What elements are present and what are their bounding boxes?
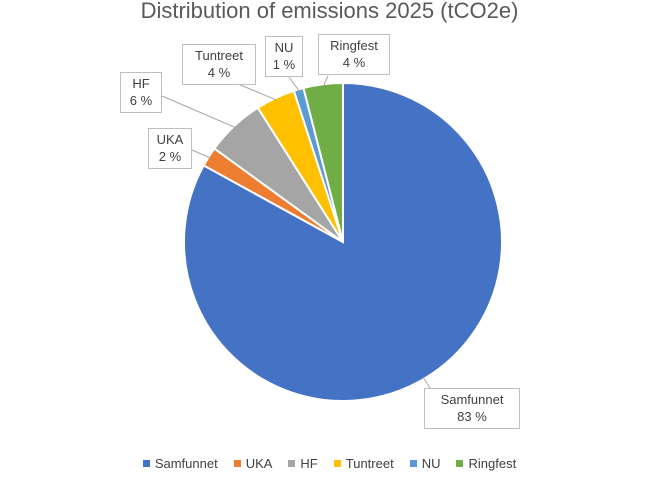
legend-item-hf: HF xyxy=(288,456,318,471)
data-label-name: HF xyxy=(132,76,150,91)
data-label-value: 4 % xyxy=(207,65,231,80)
leader-line-tuntreet xyxy=(237,83,277,101)
legend-label: UKA xyxy=(245,456,273,471)
data-label-nu: NU 1 % xyxy=(265,36,303,77)
pie-chart xyxy=(161,75,503,402)
leader-line-hf xyxy=(161,95,236,129)
legend-item-uka: UKA xyxy=(233,456,273,471)
legend-item-tuntreet: Tuntreet xyxy=(333,456,394,471)
data-label-name: Samfunnet xyxy=(440,392,504,407)
legend-item-samfunnet: Samfunnet xyxy=(142,456,218,471)
data-label-tuntreet: Tuntreet 4 % xyxy=(182,44,256,85)
data-label-value: 6 % xyxy=(129,93,153,108)
data-label-uka: UKA 2 % xyxy=(148,128,192,169)
pie-slices xyxy=(183,81,503,402)
data-label-value: 4 % xyxy=(342,55,366,70)
legend-swatch xyxy=(333,460,341,467)
leader-line-ringfest xyxy=(322,75,329,87)
legend-label: Samfunnet xyxy=(154,456,218,471)
leader-line-samfunnet xyxy=(422,376,431,389)
data-label-value: 2 % xyxy=(158,149,182,164)
data-label-name: NU xyxy=(274,40,294,55)
legend-swatch xyxy=(142,460,150,467)
pie-slice-ringfest xyxy=(302,81,344,243)
legend-swatch xyxy=(288,460,296,467)
data-label-value: 83 % xyxy=(457,409,487,424)
legend-swatch xyxy=(456,460,464,467)
data-label-name: Tuntreet xyxy=(195,48,243,63)
legend-label: Tuntreet xyxy=(345,456,394,471)
legend-label: NU xyxy=(421,456,441,471)
legend-item-ringfest: Ringfest xyxy=(456,456,516,471)
data-label-name: UKA xyxy=(156,132,184,147)
leader-lines xyxy=(161,75,431,389)
legend-item-nu: NU xyxy=(409,456,441,471)
data-label-hf: HF 6 % xyxy=(120,72,162,113)
data-label-value: 1 % xyxy=(272,57,296,72)
data-label-samfunnet: Samfunnet 83 % xyxy=(424,388,520,429)
legend-label: HF xyxy=(300,456,318,471)
legend-label: Ringfest xyxy=(468,456,517,471)
legend-swatch xyxy=(233,460,241,467)
data-label-ringfest: Ringfest 4 % xyxy=(318,34,390,75)
leader-line-uka xyxy=(191,149,211,159)
chart-title: Distribution of emissions 2025 (tCO2e) xyxy=(140,0,519,23)
legend: Samfunnet UKA HF Tuntreet NU Ringfest xyxy=(0,456,659,471)
data-label-name: Ringfest xyxy=(330,38,378,53)
legend-swatch xyxy=(409,460,417,467)
leader-line-nu xyxy=(288,76,300,92)
